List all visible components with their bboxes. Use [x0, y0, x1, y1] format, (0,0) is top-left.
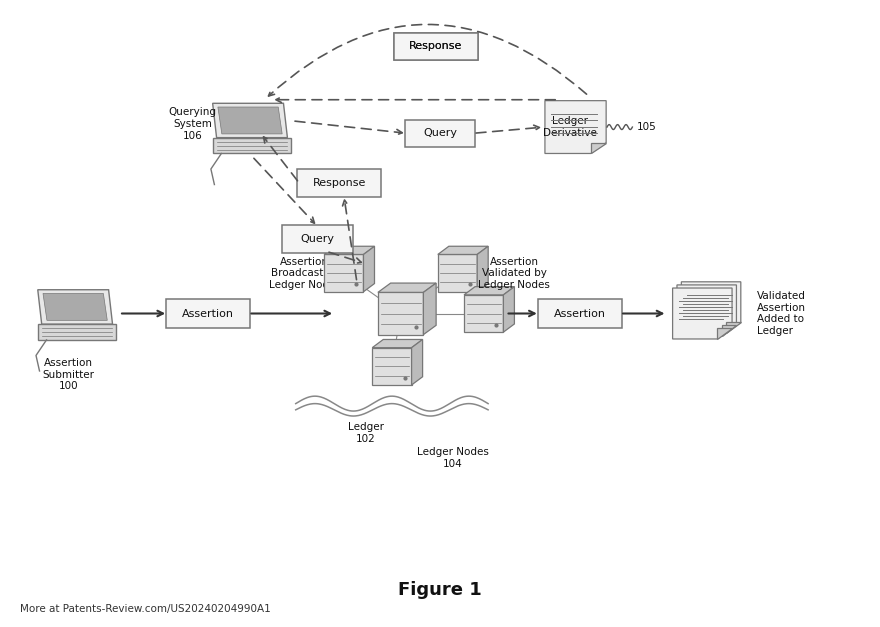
- Polygon shape: [503, 287, 515, 332]
- Text: 105: 105: [637, 122, 656, 132]
- Text: Assertion: Assertion: [182, 308, 234, 319]
- Text: Validated
Assertion
Added to
Ledger: Validated Assertion Added to Ledger: [757, 291, 805, 336]
- Text: Response: Response: [409, 41, 462, 51]
- Polygon shape: [38, 290, 113, 324]
- Text: Ledger
102: Ledger 102: [348, 422, 384, 444]
- Polygon shape: [372, 348, 412, 385]
- Polygon shape: [717, 329, 732, 339]
- Polygon shape: [213, 138, 291, 154]
- Polygon shape: [372, 339, 422, 348]
- Polygon shape: [464, 295, 503, 332]
- Polygon shape: [363, 246, 375, 292]
- Polygon shape: [464, 287, 515, 295]
- FancyBboxPatch shape: [538, 298, 622, 329]
- Polygon shape: [590, 142, 606, 154]
- Polygon shape: [726, 322, 741, 333]
- Text: Ledger
Derivative: Ledger Derivative: [543, 116, 598, 138]
- Polygon shape: [412, 339, 422, 385]
- Polygon shape: [438, 246, 488, 255]
- Polygon shape: [423, 283, 436, 335]
- Text: Query: Query: [423, 129, 457, 139]
- Polygon shape: [43, 293, 107, 320]
- Polygon shape: [681, 282, 741, 333]
- Text: Assertion
Broadcast to
Ledger Nodes: Assertion Broadcast to Ledger Nodes: [268, 256, 341, 290]
- Text: Response: Response: [409, 41, 462, 51]
- Text: Assertion
Submitter
100: Assertion Submitter 100: [42, 358, 94, 391]
- FancyBboxPatch shape: [297, 169, 381, 197]
- FancyBboxPatch shape: [166, 298, 250, 329]
- Polygon shape: [38, 324, 116, 340]
- Text: Figure 1: Figure 1: [398, 581, 482, 599]
- Text: Response: Response: [312, 178, 366, 188]
- Text: More at Patents-Review.com/US20240204990A1: More at Patents-Review.com/US20240204990…: [20, 604, 271, 614]
- Text: Querying
System
106: Querying System 106: [169, 107, 216, 140]
- Text: Assertion: Assertion: [554, 308, 606, 319]
- Polygon shape: [477, 246, 488, 292]
- Polygon shape: [324, 255, 363, 292]
- Polygon shape: [378, 283, 436, 292]
- Polygon shape: [213, 103, 288, 138]
- Text: Ledger Nodes
104: Ledger Nodes 104: [417, 447, 489, 469]
- Polygon shape: [218, 107, 282, 134]
- FancyBboxPatch shape: [393, 33, 478, 60]
- Polygon shape: [722, 325, 737, 336]
- FancyBboxPatch shape: [393, 33, 478, 60]
- FancyBboxPatch shape: [282, 225, 353, 253]
- FancyBboxPatch shape: [405, 120, 475, 147]
- Polygon shape: [672, 288, 732, 339]
- Polygon shape: [438, 255, 477, 292]
- Polygon shape: [324, 246, 375, 255]
- Text: Assertion
Validated by
Ledger Nodes: Assertion Validated by Ledger Nodes: [479, 256, 550, 290]
- Polygon shape: [545, 101, 606, 154]
- Polygon shape: [378, 292, 423, 335]
- Text: Query: Query: [301, 234, 334, 244]
- Polygon shape: [677, 285, 737, 336]
